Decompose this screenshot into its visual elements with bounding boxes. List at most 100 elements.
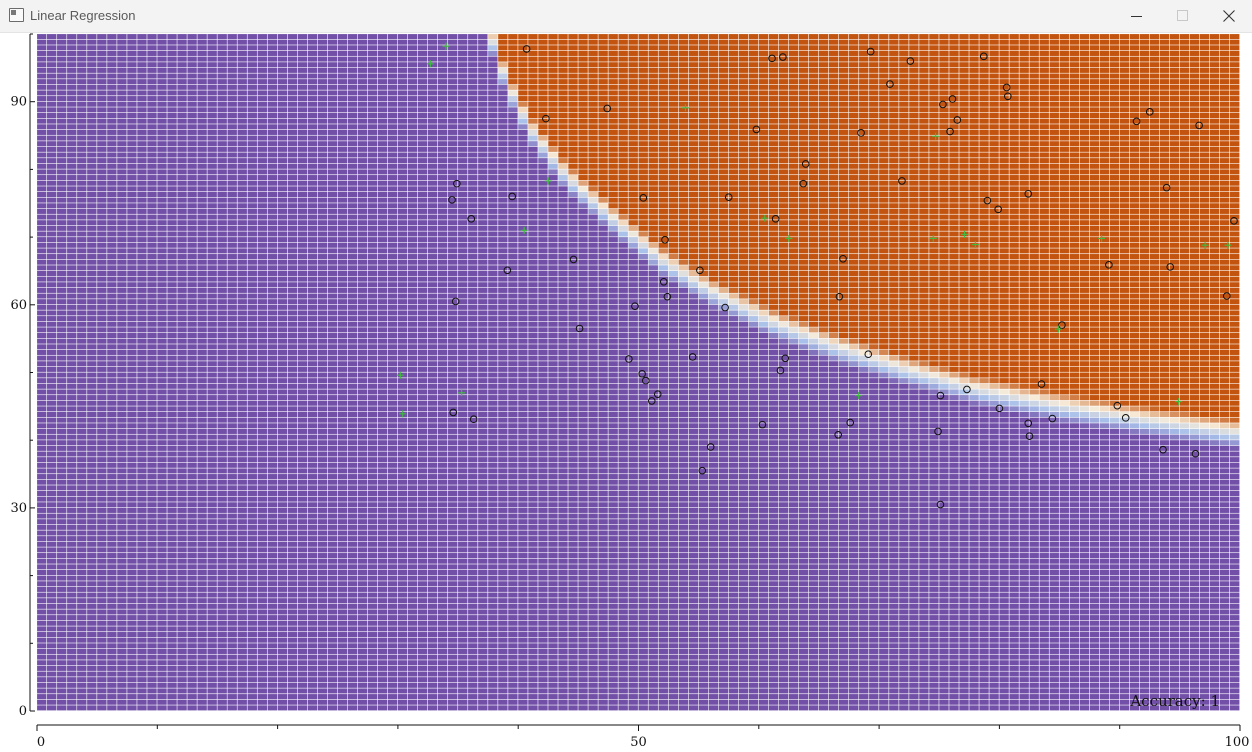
heatmap-cell (207, 175, 217, 181)
heatmap-cell (177, 304, 187, 310)
heatmap-cell (287, 333, 298, 339)
heatmap-cell (347, 45, 358, 51)
heatmap-cell (137, 428, 147, 434)
heatmap-cell (317, 648, 328, 654)
heatmap-cell (107, 34, 117, 40)
heatmap-cell (307, 423, 318, 429)
heatmap-cell (427, 541, 438, 547)
heatmap-cell (177, 462, 187, 468)
heatmap-cell (448, 67, 458, 73)
heatmap-cell (197, 180, 207, 186)
heatmap-cell (177, 90, 187, 96)
heatmap-cell (207, 321, 217, 327)
heatmap-cell (347, 163, 358, 169)
heatmap-cell (207, 101, 217, 107)
heatmap-cell (297, 101, 308, 107)
heatmap-cell (267, 141, 278, 147)
heatmap-cell (297, 496, 308, 502)
heatmap-cell (217, 124, 227, 130)
heatmap-cell (47, 479, 57, 485)
heatmap-cell (177, 490, 187, 497)
heatmap-cell (327, 490, 338, 497)
heatmap-cell (297, 519, 308, 525)
heatmap-cell (357, 225, 368, 231)
heatmap-cell (387, 699, 398, 705)
heatmap-cell (67, 648, 77, 654)
heatmap-cell (97, 135, 107, 141)
heatmap-cell (107, 603, 117, 609)
heatmap-cell (387, 175, 398, 181)
heatmap-cell (367, 665, 378, 671)
title-bar[interactable]: Linear Regression (0, 0, 1252, 33)
heatmap-cell (317, 34, 328, 40)
heatmap-cell (127, 558, 137, 564)
heatmap-cell (167, 395, 177, 401)
heatmap-cell (407, 254, 418, 260)
heatmap-cell (157, 186, 167, 192)
heatmap-cell (277, 389, 288, 395)
heatmap-cell (107, 440, 117, 446)
heatmap-cell (127, 547, 137, 553)
minimize-button[interactable] (1114, 0, 1160, 32)
heatmap-cell (77, 299, 87, 305)
heatmap-cell (217, 457, 227, 463)
heatmap-cell (397, 34, 408, 40)
heatmap-cell (307, 682, 318, 688)
heatmap-cell (227, 299, 237, 305)
heatmap-cell (287, 208, 298, 214)
heatmap-cell (147, 586, 157, 592)
heatmap-cell (357, 699, 368, 705)
heatmap-cell (287, 383, 298, 389)
heatmap-cell (127, 462, 137, 468)
heatmap-cell (147, 34, 157, 40)
heatmap-cell (367, 225, 378, 231)
heatmap-cell (397, 434, 408, 440)
heatmap-cell (407, 129, 418, 135)
heatmap-cell (417, 333, 428, 339)
heatmap-cell (117, 598, 127, 604)
heatmap-cell (327, 654, 338, 660)
heatmap-cell (187, 541, 197, 547)
close-button[interactable] (1206, 0, 1252, 32)
heatmap-cell (427, 524, 438, 530)
maximize-button[interactable] (1160, 0, 1206, 32)
heatmap-cell (207, 270, 217, 276)
heatmap-cell (77, 45, 87, 51)
heatmap-cell (147, 276, 157, 282)
heatmap-cell (97, 660, 107, 666)
heatmap-cell (347, 208, 358, 214)
heatmap-cell (67, 705, 77, 711)
heatmap-cell (217, 434, 227, 440)
heatmap-cell (347, 485, 358, 491)
heatmap-cell (187, 677, 197, 683)
heatmap-cell (207, 293, 217, 299)
heatmap-cell (107, 129, 117, 135)
heatmap-cell (448, 372, 458, 378)
heatmap-cell (297, 265, 308, 271)
heatmap-cell (167, 485, 177, 491)
heatmap-cell (427, 101, 438, 107)
heatmap-cell (187, 575, 197, 581)
heatmap-cell (207, 225, 217, 231)
heatmap-cell (217, 276, 227, 282)
heatmap-cell (327, 96, 338, 102)
heatmap-cell (267, 694, 278, 700)
heatmap-cell (387, 677, 398, 683)
heatmap-cell (167, 575, 177, 581)
heatmap-cell (247, 158, 257, 164)
heatmap-cell (347, 632, 358, 638)
heatmap-cell (167, 372, 177, 378)
heatmap-cell (157, 50, 167, 56)
heatmap-cell (67, 203, 77, 209)
heatmap-cell (417, 355, 428, 361)
heatmap-cell (347, 67, 358, 73)
heatmap-cell (257, 107, 267, 113)
heatmap-cell (407, 615, 418, 621)
heatmap-cell (207, 586, 217, 592)
heatmap-cell (207, 67, 217, 73)
heatmap-cell (257, 34, 267, 40)
heatmap-cell (307, 688, 318, 694)
heatmap-cell (267, 242, 278, 248)
heatmap-cell (287, 254, 298, 260)
heatmap-cell (57, 502, 67, 508)
